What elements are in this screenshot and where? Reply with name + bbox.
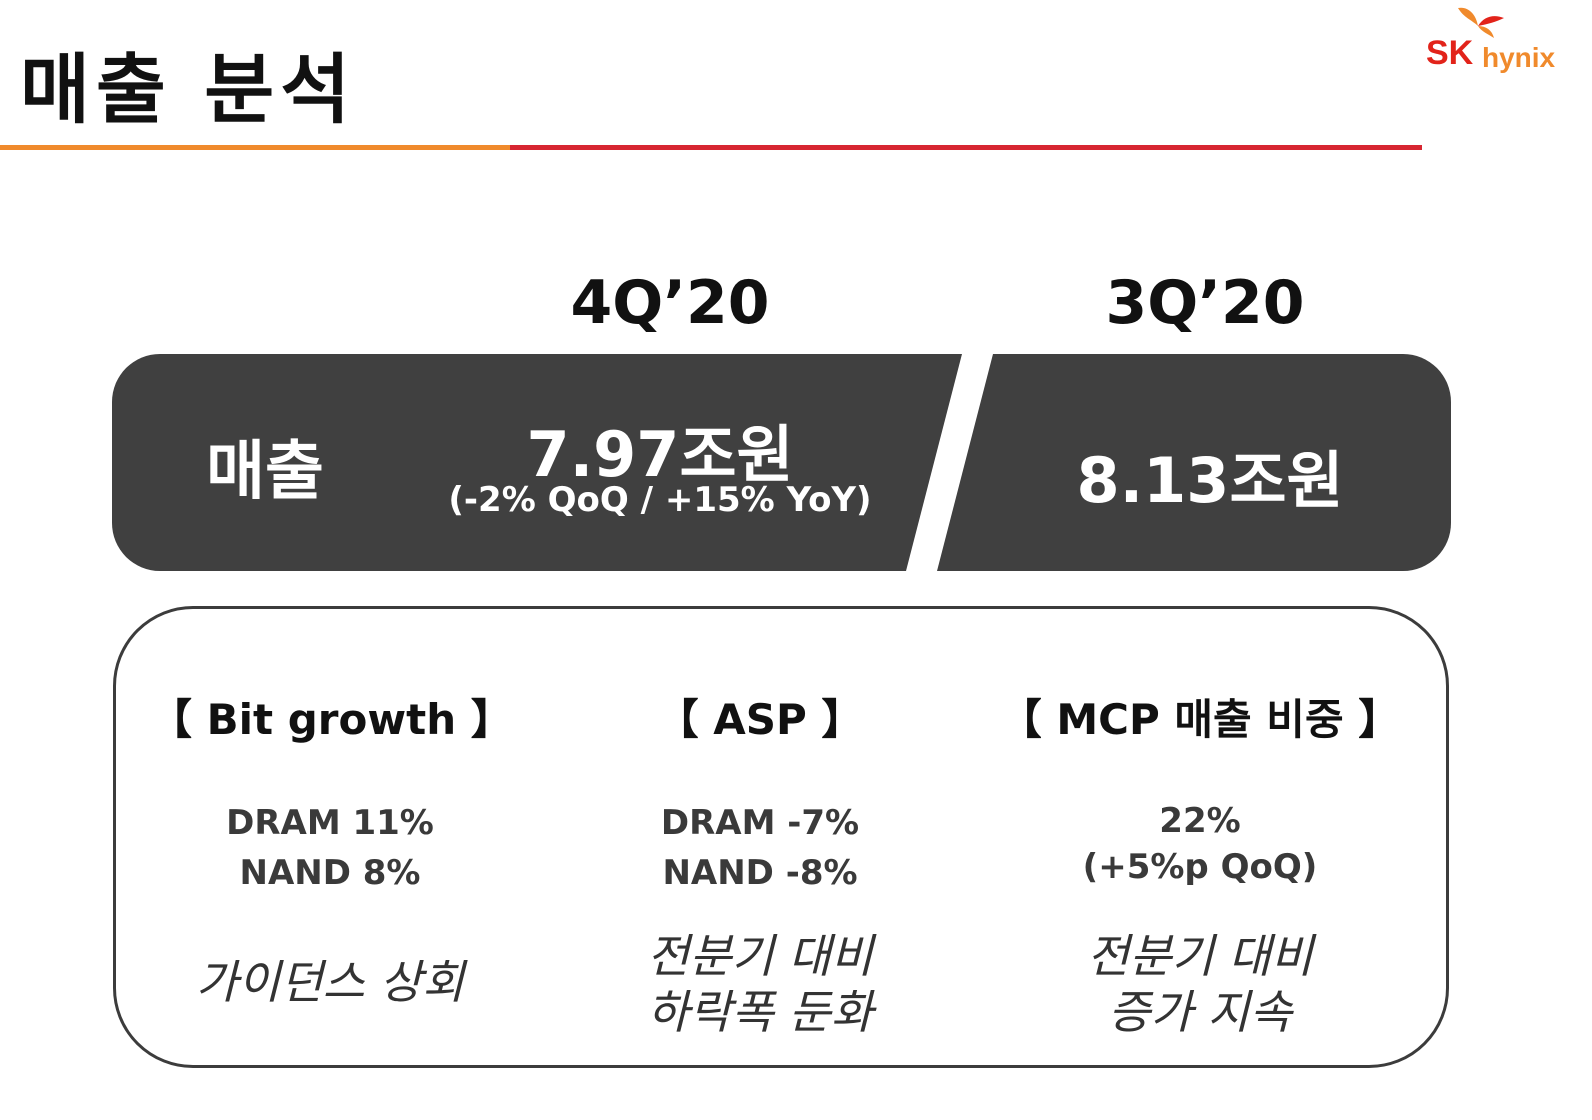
detail-values: DRAM -7% NAND -8% bbox=[580, 798, 940, 898]
detail-value: DRAM -7% bbox=[660, 803, 860, 843]
detail-value: (+5%p QoQ) bbox=[1082, 847, 1318, 887]
revenue-current-change: (-2% QoQ / +15% YoY) bbox=[448, 480, 872, 520]
logo-sk-text: SK bbox=[1426, 34, 1474, 72]
revenue-previous-value: 8.13조원 bbox=[1076, 444, 1344, 517]
revenue-banner-current bbox=[112, 354, 962, 571]
detail-note-line: 증가 지속 bbox=[1108, 985, 1292, 1039]
detail-mcp-share: 【 MCP 매출 비중 】 22% (+5%p QoQ) 전분기 대비 증가 지… bbox=[990, 686, 1410, 1039]
detail-asp: 【 ASP 】 DRAM -7% NAND -8% 전분기 대비 하락폭 둔화 bbox=[580, 686, 940, 1039]
detail-note-line: 전분기 대비 bbox=[1086, 929, 1314, 983]
page-title: 매출 분석 bbox=[20, 45, 357, 134]
title-rule-orange bbox=[0, 145, 510, 150]
detail-value: NAND -8% bbox=[662, 853, 858, 893]
revenue-label: 매출 bbox=[206, 435, 324, 509]
detail-note: 가이던스 상회 bbox=[150, 954, 510, 1010]
title-rule-red bbox=[510, 145, 1422, 150]
detail-value: 22% bbox=[1159, 801, 1241, 841]
detail-note: 전분기 대비 증가 지속 bbox=[990, 928, 1410, 1040]
detail-note-line: 전분기 대비 bbox=[646, 929, 874, 983]
period-previous: 3Q’20 bbox=[1105, 268, 1305, 338]
detail-value: DRAM 11% bbox=[226, 803, 434, 843]
revenue-banner-previous bbox=[937, 354, 1451, 571]
butterfly-icon bbox=[1458, 7, 1504, 38]
logo-hynix-text: hynix bbox=[1482, 42, 1556, 73]
detail-note-line: 가이던스 상회 bbox=[195, 955, 465, 1009]
detail-box bbox=[113, 606, 1449, 1068]
revenue-current-value: 7.97조원 bbox=[526, 418, 794, 491]
detail-heading: 【 Bit growth 】 bbox=[150, 695, 513, 744]
detail-note-line: 하락폭 둔화 bbox=[646, 985, 874, 1039]
detail-values: DRAM 11% NAND 8% bbox=[150, 798, 510, 898]
detail-value: NAND 8% bbox=[239, 853, 421, 893]
detail-bit-growth: 【 Bit growth 】 DRAM 11% NAND 8% 가이던스 상회 bbox=[150, 686, 513, 1009]
detail-heading: 【 ASP 】 bbox=[656, 695, 864, 744]
detail-heading: 【 MCP 매출 비중 】 bbox=[999, 695, 1401, 744]
period-current: 4Q’20 bbox=[570, 268, 770, 338]
detail-note: 전분기 대비 하락폭 둔화 bbox=[580, 928, 940, 1040]
sk-hynix-logo: SK hynix bbox=[1424, 4, 1564, 76]
detail-values: 22% (+5%p QoQ) bbox=[990, 798, 1410, 890]
